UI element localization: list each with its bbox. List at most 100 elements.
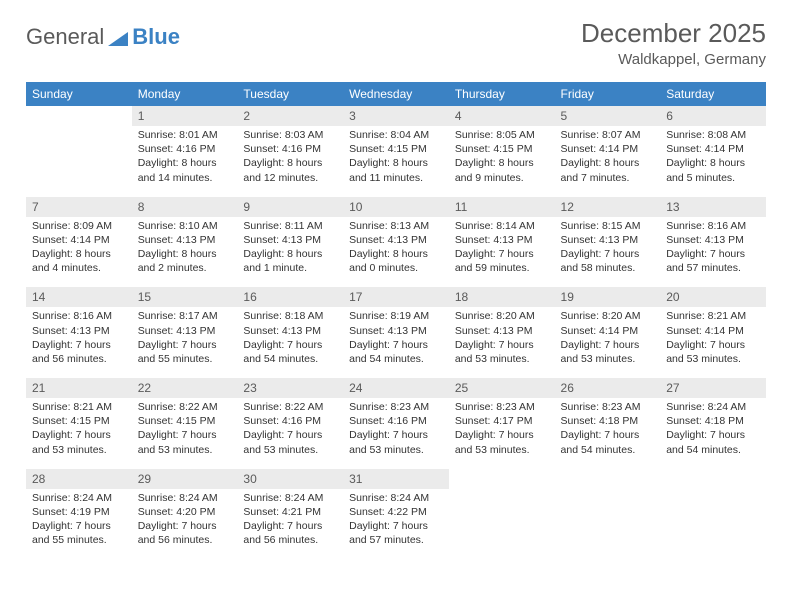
daylight-line: Daylight: 7 hours and 53 minutes.	[32, 428, 126, 456]
sunset-line: Sunset: 4:13 PM	[243, 233, 337, 247]
day-number	[555, 469, 661, 489]
sunset-line: Sunset: 4:14 PM	[666, 142, 760, 156]
sunset-line: Sunset: 4:15 PM	[32, 414, 126, 428]
title-block: December 2025 Waldkappel, Germany	[581, 18, 766, 68]
sunrise-line: Sunrise: 8:24 AM	[349, 491, 443, 505]
sunset-line: Sunset: 4:13 PM	[349, 324, 443, 338]
day-number: 9	[237, 197, 343, 217]
daylight-line: Daylight: 7 hours and 53 minutes.	[349, 428, 443, 456]
day-detail: Sunrise: 8:24 AMSunset: 4:22 PMDaylight:…	[343, 489, 449, 560]
day-detail: Sunrise: 8:11 AMSunset: 4:13 PMDaylight:…	[237, 217, 343, 288]
day-detail: Sunrise: 8:15 AMSunset: 4:13 PMDaylight:…	[555, 217, 661, 288]
daylight-line: Daylight: 8 hours and 1 minute.	[243, 247, 337, 275]
daylight-line: Daylight: 8 hours and 9 minutes.	[455, 156, 549, 184]
day-detail: Sunrise: 8:23 AMSunset: 4:16 PMDaylight:…	[343, 398, 449, 469]
day-number: 24	[343, 378, 449, 398]
sunrise-line: Sunrise: 8:16 AM	[666, 219, 760, 233]
daylight-line: Daylight: 7 hours and 53 minutes.	[455, 428, 549, 456]
day-number: 18	[449, 287, 555, 307]
month-title: December 2025	[581, 18, 766, 49]
day-detail: Sunrise: 8:23 AMSunset: 4:18 PMDaylight:…	[555, 398, 661, 469]
day-detail: Sunrise: 8:14 AMSunset: 4:13 PMDaylight:…	[449, 217, 555, 288]
daylight-line: Daylight: 8 hours and 0 minutes.	[349, 247, 443, 275]
day-number: 13	[660, 197, 766, 217]
sunset-line: Sunset: 4:14 PM	[561, 324, 655, 338]
daylight-line: Daylight: 7 hours and 54 minutes.	[243, 338, 337, 366]
day-detail: Sunrise: 8:07 AMSunset: 4:14 PMDaylight:…	[555, 126, 661, 197]
day-number: 23	[237, 378, 343, 398]
day-header-thursday: Thursday	[449, 82, 555, 106]
sunrise-line: Sunrise: 8:04 AM	[349, 128, 443, 142]
week-3-detail-row: Sunrise: 8:21 AMSunset: 4:15 PMDaylight:…	[26, 398, 766, 469]
day-number: 21	[26, 378, 132, 398]
day-number: 11	[449, 197, 555, 217]
day-header-tuesday: Tuesday	[237, 82, 343, 106]
location: Waldkappel, Germany	[581, 51, 766, 68]
week-2-daynum-row: 14151617181920	[26, 287, 766, 307]
sunrise-line: Sunrise: 8:23 AM	[561, 400, 655, 414]
sunset-line: Sunset: 4:14 PM	[32, 233, 126, 247]
sunrise-line: Sunrise: 8:19 AM	[349, 309, 443, 323]
day-detail: Sunrise: 8:17 AMSunset: 4:13 PMDaylight:…	[132, 307, 238, 378]
day-number	[26, 106, 132, 126]
logo-text-2: Blue	[132, 27, 180, 47]
sunrise-line: Sunrise: 8:22 AM	[138, 400, 232, 414]
day-detail: Sunrise: 8:01 AMSunset: 4:16 PMDaylight:…	[132, 126, 238, 197]
day-detail: Sunrise: 8:22 AMSunset: 4:15 PMDaylight:…	[132, 398, 238, 469]
sunset-line: Sunset: 4:18 PM	[666, 414, 760, 428]
sunrise-line: Sunrise: 8:11 AM	[243, 219, 337, 233]
day-detail: Sunrise: 8:24 AMSunset: 4:21 PMDaylight:…	[237, 489, 343, 560]
sunset-line: Sunset: 4:16 PM	[138, 142, 232, 156]
daylight-line: Daylight: 7 hours and 54 minutes.	[561, 428, 655, 456]
day-detail: Sunrise: 8:19 AMSunset: 4:13 PMDaylight:…	[343, 307, 449, 378]
day-detail: Sunrise: 8:23 AMSunset: 4:17 PMDaylight:…	[449, 398, 555, 469]
daylight-line: Daylight: 7 hours and 53 minutes.	[138, 428, 232, 456]
sunset-line: Sunset: 4:22 PM	[349, 505, 443, 519]
sunrise-line: Sunrise: 8:23 AM	[455, 400, 549, 414]
day-detail	[26, 126, 132, 197]
day-detail: Sunrise: 8:24 AMSunset: 4:19 PMDaylight:…	[26, 489, 132, 560]
day-header-row: SundayMondayTuesdayWednesdayThursdayFrid…	[26, 82, 766, 106]
day-detail: Sunrise: 8:05 AMSunset: 4:15 PMDaylight:…	[449, 126, 555, 197]
sunset-line: Sunset: 4:18 PM	[561, 414, 655, 428]
day-number: 28	[26, 469, 132, 489]
sunrise-line: Sunrise: 8:09 AM	[32, 219, 126, 233]
sunrise-line: Sunrise: 8:18 AM	[243, 309, 337, 323]
day-detail: Sunrise: 8:03 AMSunset: 4:16 PMDaylight:…	[237, 126, 343, 197]
day-number: 3	[343, 106, 449, 126]
daylight-line: Daylight: 7 hours and 56 minutes.	[32, 338, 126, 366]
sunset-line: Sunset: 4:21 PM	[243, 505, 337, 519]
calendar-table: SundayMondayTuesdayWednesdayThursdayFrid…	[26, 82, 766, 559]
day-header-wednesday: Wednesday	[343, 82, 449, 106]
sunrise-line: Sunrise: 8:21 AM	[666, 309, 760, 323]
sunset-line: Sunset: 4:13 PM	[349, 233, 443, 247]
daylight-line: Daylight: 7 hours and 55 minutes.	[32, 519, 126, 547]
daylight-line: Daylight: 7 hours and 56 minutes.	[138, 519, 232, 547]
daylight-line: Daylight: 7 hours and 57 minutes.	[349, 519, 443, 547]
sunrise-line: Sunrise: 8:03 AM	[243, 128, 337, 142]
sunset-line: Sunset: 4:15 PM	[349, 142, 443, 156]
day-number: 17	[343, 287, 449, 307]
daylight-line: Daylight: 7 hours and 53 minutes.	[561, 338, 655, 366]
day-number	[660, 469, 766, 489]
day-number: 5	[555, 106, 661, 126]
day-number: 14	[26, 287, 132, 307]
daylight-line: Daylight: 7 hours and 56 minutes.	[243, 519, 337, 547]
daylight-line: Daylight: 7 hours and 53 minutes.	[243, 428, 337, 456]
day-detail	[555, 489, 661, 560]
day-number: 27	[660, 378, 766, 398]
sunset-line: Sunset: 4:13 PM	[138, 233, 232, 247]
day-number: 19	[555, 287, 661, 307]
week-1-detail-row: Sunrise: 8:09 AMSunset: 4:14 PM Daylight:…	[26, 217, 766, 288]
day-number: 12	[555, 197, 661, 217]
day-detail: Sunrise: 8:20 AMSunset: 4:14 PMDaylight:…	[555, 307, 661, 378]
sunset-line: Sunset: 4:16 PM	[243, 414, 337, 428]
sunset-line: Sunset: 4:17 PM	[455, 414, 549, 428]
sunrise-line: Sunrise: 8:07 AM	[561, 128, 655, 142]
day-number: 1	[132, 106, 238, 126]
daylight-line: Daylight: 8 hours and 7 minutes.	[561, 156, 655, 184]
day-detail: Sunrise: 8:24 AMSunset: 4:18 PMDaylight:…	[660, 398, 766, 469]
daylight-line: Daylight: 8 hours and 2 minutes.	[138, 247, 232, 275]
day-number: 31	[343, 469, 449, 489]
sunset-line: Sunset: 4:13 PM	[666, 233, 760, 247]
